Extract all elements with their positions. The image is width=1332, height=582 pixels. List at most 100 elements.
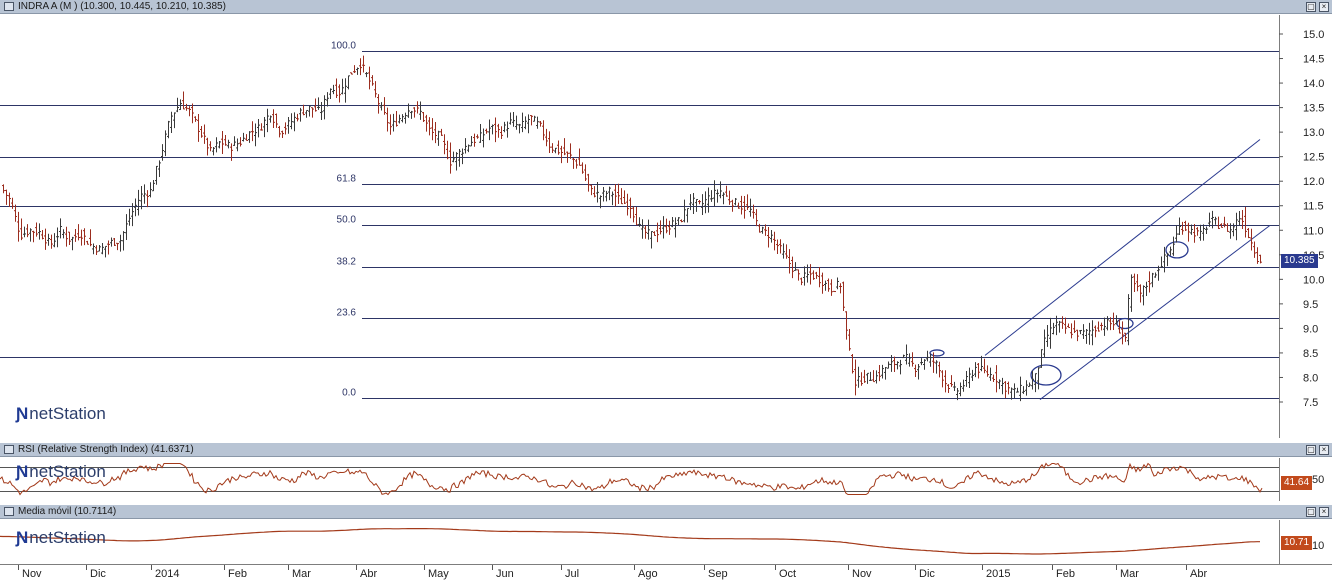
month-label: May bbox=[428, 568, 449, 580]
moving-average-line bbox=[0, 528, 1260, 555]
month-tick bbox=[151, 565, 152, 570]
month-tick bbox=[704, 565, 705, 570]
ma-chart-svg: 10 bbox=[0, 520, 1332, 564]
month-label: Ago bbox=[638, 568, 658, 580]
chart-menu-icon[interactable] bbox=[4, 2, 14, 11]
month-tick bbox=[356, 565, 357, 570]
fib-label-1: 61.8 bbox=[337, 174, 357, 185]
channel-lower-line bbox=[1039, 224, 1271, 400]
ma-logo-icon: Ɲ bbox=[16, 528, 29, 547]
month-tick bbox=[1116, 565, 1117, 570]
month-tick bbox=[288, 565, 289, 570]
price-pane-title: INDRA A (M ) (10.300, 10.445, 10.210, 10… bbox=[18, 1, 226, 12]
month-tick bbox=[848, 565, 849, 570]
ma-value-badge: 10.71 bbox=[1281, 536, 1313, 550]
pattern-ellipse-0 bbox=[1030, 364, 1062, 386]
y-tick-label-11: 13.0 bbox=[1303, 127, 1324, 139]
month-label: 2014 bbox=[155, 568, 180, 580]
price-pane-titlebar[interactable]: INDRA A (M ) (10.300, 10.445, 10.210, 10… bbox=[0, 0, 1332, 14]
month-tick bbox=[634, 565, 635, 570]
month-tick bbox=[982, 565, 983, 570]
last-price-badge: 10.385 bbox=[1281, 254, 1318, 268]
netstation-logo-icon: Ɲ bbox=[16, 404, 29, 423]
time-axis[interactable]: Nov Dic 2014 Feb Mar Abr May Jun Jul Ago Sep Oct Nov… bbox=[0, 564, 1332, 582]
month-label: Dic bbox=[919, 568, 935, 580]
ma-pane-title: Media móvil (10.7114) bbox=[18, 506, 117, 517]
fib-label-0: 100.0 bbox=[331, 41, 356, 52]
month-label: Oct bbox=[779, 568, 797, 580]
y-tick-label-9: 12.0 bbox=[1303, 176, 1324, 188]
month-tick bbox=[86, 565, 87, 570]
month-tick bbox=[1052, 565, 1053, 570]
month-tick bbox=[915, 565, 916, 570]
rsi-line bbox=[0, 462, 1263, 496]
rsi-chart-svg: 50 bbox=[0, 458, 1332, 501]
ma-tick-label-0: 10 bbox=[1312, 540, 1324, 552]
rsi-logo-text: netStation bbox=[29, 462, 106, 481]
rsi-pane-titlebar[interactable]: RSI (Relative Strength Index) (41.6371) … bbox=[0, 443, 1332, 457]
ma-menu-icon[interactable] bbox=[4, 507, 14, 516]
y-tick-label-0: 7.5 bbox=[1303, 397, 1318, 409]
ma-netstation-logo: ƝnetStation bbox=[16, 528, 106, 548]
fib-label-3: 38.2 bbox=[337, 257, 357, 268]
close-icon[interactable]: × bbox=[1319, 2, 1329, 12]
y-tick-label-15: 15.0 bbox=[1303, 29, 1324, 41]
month-tick bbox=[424, 565, 425, 570]
ma-restore-icon[interactable]: ▢ bbox=[1306, 507, 1316, 517]
y-tick-label-2: 8.5 bbox=[1303, 348, 1318, 360]
month-label: Jun bbox=[496, 568, 514, 580]
month-label: Jul bbox=[565, 568, 580, 580]
y-tick-label-10: 12.5 bbox=[1303, 152, 1324, 164]
y-tick-label-4: 9.5 bbox=[1303, 299, 1318, 311]
rsi-pane: RSI (Relative Strength Index) (41.6371) … bbox=[0, 443, 1332, 501]
rsi-plot[interactable]: 50 ƝnetStation 41.64 bbox=[0, 458, 1332, 501]
y-tick-label-1: 8.0 bbox=[1303, 372, 1318, 384]
rsi-pane-title: RSI (Relative Strength Index) (41.6371) bbox=[18, 444, 194, 455]
month-label: Dic bbox=[90, 568, 106, 580]
price-pane: INDRA A (M ) (10.300, 10.445, 10.210, 10… bbox=[0, 0, 1332, 438]
month-tick bbox=[224, 565, 225, 570]
y-tick-label-14: 14.5 bbox=[1303, 54, 1324, 66]
ma-pane-titlebar[interactable]: Media móvil (10.7114) ▢ × bbox=[0, 505, 1332, 519]
price-axis-strip bbox=[1279, 15, 1332, 438]
month-label: Abr bbox=[360, 568, 378, 580]
y-tick-label-7: 11.0 bbox=[1303, 225, 1324, 237]
month-label: Nov bbox=[22, 568, 42, 580]
rsi-value-badge: 41.64 bbox=[1281, 476, 1313, 490]
month-label: Mar bbox=[292, 568, 311, 580]
month-label: Abr bbox=[1190, 568, 1208, 580]
restore-icon[interactable]: ▢ bbox=[1306, 2, 1316, 12]
fib-label-2: 50.0 bbox=[337, 215, 357, 226]
rsi-close-icon[interactable]: × bbox=[1319, 445, 1329, 455]
y-tick-label-8: 11.5 bbox=[1303, 201, 1324, 213]
price-chart-svg: 100.0 61.8 50.0 38.2 23.6 0.0 7.5 8.0 8.5 9.0 9.5 1… bbox=[0, 15, 1332, 438]
month-label: Feb bbox=[1056, 568, 1075, 580]
y-tick-label-5: 10.0 bbox=[1303, 274, 1324, 286]
fib-label-5: 0.0 bbox=[342, 388, 356, 399]
month-tick bbox=[18, 565, 19, 570]
ma-plot[interactable]: 10 ƝnetStation 10.71 bbox=[0, 520, 1332, 564]
month-tick bbox=[1186, 565, 1187, 570]
y-tick-label-3: 9.0 bbox=[1303, 323, 1318, 335]
rsi-menu-icon[interactable] bbox=[4, 445, 14, 454]
month-label: 2015 bbox=[986, 568, 1011, 580]
pattern-ellipse-3 bbox=[929, 349, 945, 357]
netstation-logo: ƝnetStation bbox=[16, 404, 106, 424]
ma-pane: Media móvil (10.7114) ▢ × 10 ƝnetStation… bbox=[0, 505, 1332, 564]
ma-close-icon[interactable]: × bbox=[1319, 507, 1329, 517]
month-tick bbox=[775, 565, 776, 570]
fib-label-4: 23.6 bbox=[337, 308, 357, 319]
month-tick bbox=[561, 565, 562, 570]
price-plot[interactable]: 100.0 61.8 50.0 38.2 23.6 0.0 7.5 8.0 8.5 9.0 9.5 1… bbox=[0, 15, 1332, 438]
channel-upper-line bbox=[984, 139, 1261, 356]
month-label: Mar bbox=[1120, 568, 1139, 580]
y-tick-label-13: 14.0 bbox=[1303, 78, 1324, 90]
rsi-tick-label-0: 50 bbox=[1312, 474, 1324, 486]
rsi-logo-icon: Ɲ bbox=[16, 462, 29, 481]
month-label: Sep bbox=[708, 568, 728, 580]
month-label: Nov bbox=[852, 568, 872, 580]
ma-logo-text: netStation bbox=[29, 528, 106, 547]
month-tick bbox=[492, 565, 493, 570]
netstation-logo-text: netStation bbox=[29, 404, 106, 423]
rsi-restore-icon[interactable]: ▢ bbox=[1306, 445, 1316, 455]
